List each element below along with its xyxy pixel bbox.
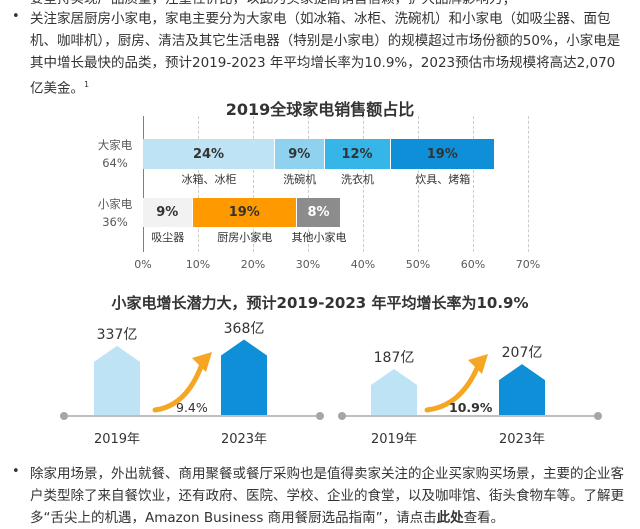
footnote-marker[interactable]: 1 xyxy=(84,80,90,89)
gridline xyxy=(528,116,529,252)
gridline xyxy=(308,116,309,252)
segment-label: 洗碗机 xyxy=(283,173,317,186)
baseline-dot xyxy=(60,412,68,420)
baseline-dot xyxy=(316,412,324,420)
x-tick-label: 10% xyxy=(185,258,211,271)
gridline xyxy=(198,116,199,252)
x-tick-label: 50% xyxy=(405,258,431,271)
baseline-dot xyxy=(594,412,602,420)
segment-label: 吸尘器 xyxy=(151,231,185,244)
segment-label: 炊具、烤箱 xyxy=(415,173,471,186)
growth-arrow-head xyxy=(468,354,488,374)
year-label: 2023年 xyxy=(498,432,546,447)
chart-title-growth: 小家电增长潜力大，预计2019-2023 年平均增长率为10.9% xyxy=(111,294,529,312)
bar-house xyxy=(371,368,417,415)
category-label: 大家电 xyxy=(97,138,133,152)
bullet-marker: • xyxy=(12,9,20,24)
bar-segment: 19% xyxy=(192,198,297,227)
gridline xyxy=(418,116,419,252)
bar-value-label: 207亿 xyxy=(501,345,543,362)
category-label: 小家电 xyxy=(97,197,133,211)
growth-rate-label: 10.9% xyxy=(449,400,493,415)
segment-label: 冰箱、冰柜 xyxy=(181,173,237,186)
segment-label: 洗衣机 xyxy=(341,173,374,186)
baseline-dot xyxy=(338,412,346,420)
growth-rate-label: 9.4% xyxy=(176,400,208,415)
category-share-label: 64% xyxy=(102,156,128,170)
bar-segment: 9% xyxy=(143,198,193,227)
bullet-text-main: 关注家居厨房小家电，家电主要分为大家电（如冰箱、冰柜、洗碗机）和小家电（如吸尘器… xyxy=(30,11,621,97)
segment-label: 其他小家电 xyxy=(291,231,347,244)
year-label: 2019年 xyxy=(93,432,141,447)
bar-house xyxy=(94,345,140,415)
x-tick-label: 20% xyxy=(240,258,266,271)
bullet-marker: • xyxy=(12,464,20,479)
gridline xyxy=(253,116,254,252)
x-tick-label: 30% xyxy=(295,258,321,271)
growth-arrow xyxy=(152,361,205,413)
baseline xyxy=(342,415,598,417)
bar-value-label: 337亿 xyxy=(96,326,138,343)
x-tick-label: 60% xyxy=(460,258,486,271)
year-label: 2019年 xyxy=(370,432,418,447)
x-tick-label: 40% xyxy=(350,258,376,271)
baseline xyxy=(64,415,320,417)
bar-value-label: 368亿 xyxy=(223,320,265,337)
chart-title-share: 2019全球家电销售额占比 xyxy=(225,100,415,119)
bar-house xyxy=(499,364,545,415)
gridline xyxy=(473,116,474,252)
category-share-label: 36% xyxy=(102,215,128,229)
segment-label: 厨房小家电 xyxy=(217,231,273,244)
bullet-marker: • xyxy=(12,0,20,4)
bar-segment: 24% xyxy=(143,139,275,169)
gridline xyxy=(363,116,364,252)
y-axis-line xyxy=(143,116,144,252)
bar-segment: 12% xyxy=(324,139,391,169)
bar-segment: 9% xyxy=(275,139,325,169)
year-label: 2023年 xyxy=(220,432,268,447)
growth-arrow xyxy=(424,363,481,413)
bar-value-label: 187亿 xyxy=(373,349,415,366)
bar-house xyxy=(221,339,267,415)
growth-arrow-head xyxy=(192,352,212,372)
x-tick-label: 0% xyxy=(134,258,152,271)
bullet-text-partial: 要坚持实现产品质量，注重性价比，以此为买家提高销售信赖，扩大品牌影响力； xyxy=(30,0,635,10)
bar-segment: 8% xyxy=(297,198,341,227)
x-tick-label: 70% xyxy=(515,258,541,271)
bar-segment: 19% xyxy=(390,139,495,169)
